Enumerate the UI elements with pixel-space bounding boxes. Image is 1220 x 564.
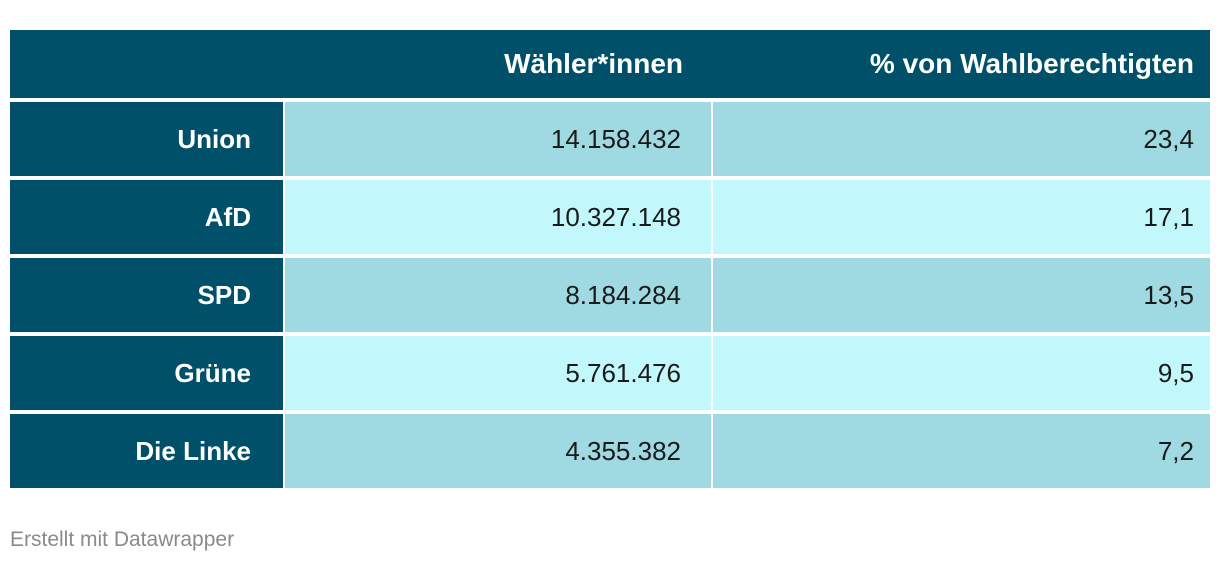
voters-cell: 5.761.476 (285, 336, 711, 410)
party-label: Die Linke (10, 414, 283, 488)
table-row: Grüne 5.761.476 9,5 (10, 336, 1210, 410)
percent-cell: 9,5 (713, 336, 1210, 410)
percent-cell: 7,2 (713, 414, 1210, 488)
header-voters: Wähler*innen (504, 48, 683, 79)
voters-cell: 10.327.148 (285, 180, 711, 254)
voters-cell: 14.158.432 (285, 102, 711, 176)
table-row: Union 14.158.432 23,4 (10, 102, 1210, 176)
percent-cell: 17,1 (713, 180, 1210, 254)
party-label: Union (10, 102, 283, 176)
footer-credit: Erstellt mit Datawrapper (10, 528, 235, 551)
percent-cell: 23,4 (713, 102, 1210, 176)
table-row: Die Linke 4.355.382 7,2 (10, 414, 1210, 488)
party-label: AfD (10, 180, 283, 254)
percent-cell: 13,5 (713, 258, 1210, 332)
table-row: AfD 10.327.148 17,1 (10, 180, 1210, 254)
party-label: SPD (10, 258, 283, 332)
party-label: Grüne (10, 336, 283, 410)
table-body: Union 14.158.432 23,4 AfD 10.327.148 17,1 SPD 8… (10, 102, 1210, 488)
voters-cell: 8.184.284 (285, 258, 711, 332)
header-percent: % von Wahlberechtigten (869, 48, 1194, 79)
table-header: Wähler*innen % von Wahlberechtigten (10, 30, 1210, 98)
table-row: SPD 8.184.284 13,5 (10, 258, 1210, 332)
results-table: Wähler*innen % von Wahlberechtigten Unio… (10, 30, 1210, 492)
voters-cell: 4.355.382 (285, 414, 711, 488)
